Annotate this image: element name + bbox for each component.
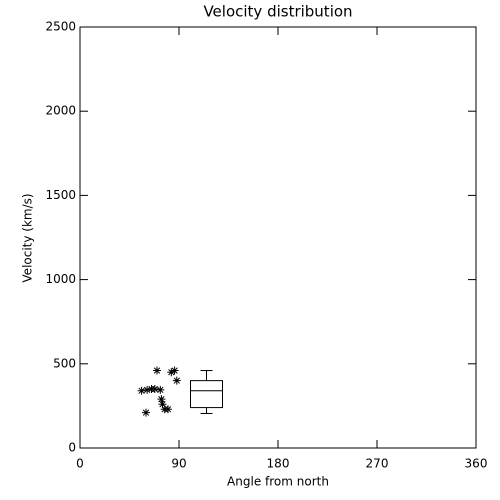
asterisk-point [156,385,165,394]
asterisk-point [142,408,150,417]
x-tick-label: 270 [366,457,389,471]
y-tick-label: 2000 [45,104,76,118]
asterisk-point [158,400,167,409]
asterisk-point [150,385,159,394]
asterisk-point [164,405,172,414]
x-tick-label: 180 [267,457,290,471]
y-tick-label: 0 [68,441,76,455]
asterisk-point [153,366,161,375]
x-tick-label: 0 [76,457,84,471]
asterisk-point [143,385,152,394]
box-body [190,380,223,409]
x-tick-label: 360 [465,457,488,471]
y-tick-label: 1000 [45,272,76,286]
asterisk-point [172,376,181,385]
chart-title: Velocity distribution [203,3,352,21]
x-axis-label: Angle from north [227,475,329,489]
y-tick-label: 500 [53,356,76,370]
x-tick-label: 90 [171,457,186,471]
asterisk-point [137,386,146,395]
y-axis-label: Velocity (km/s) [21,193,35,282]
asterisk-point [170,366,179,375]
plot-frame [79,26,477,449]
y-tick-label: 2500 [45,20,76,34]
asterisk-point [167,368,176,377]
y-tick-label: 1500 [45,188,76,202]
asterisk-point [157,395,166,404]
